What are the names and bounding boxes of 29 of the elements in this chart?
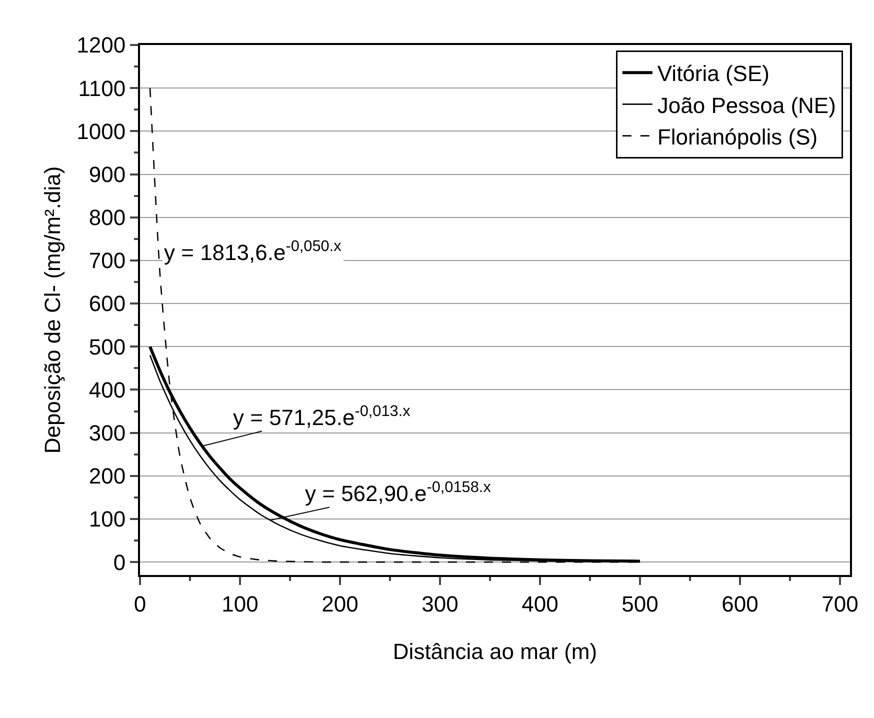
x-tick-label: 500 xyxy=(622,591,658,616)
y-axis-title: Deposição de Cl- (mg/m².dia) xyxy=(40,166,65,454)
y-tick-label: 800 xyxy=(88,205,126,230)
y-tick-label: 500 xyxy=(88,334,126,360)
y-tick-label: 1100 xyxy=(78,76,126,101)
y-tick-label: 300 xyxy=(88,420,126,446)
y-tick-label: 400 xyxy=(88,377,126,402)
x-tick-label: 600 xyxy=(722,591,758,616)
y-tick-label: 1000 xyxy=(76,118,126,144)
legend-label: Vitória (SE) xyxy=(657,61,770,86)
annotation: y = 571,25.e$^{-0,013.x}$ xyxy=(233,403,411,430)
y-tick-label: 0 xyxy=(113,550,126,575)
legend-label: João Pessoa (NE) xyxy=(657,92,836,118)
y-tick-label: 200 xyxy=(88,464,126,489)
y-tick-label: 700 xyxy=(88,248,126,274)
x-tick-label: 300 xyxy=(422,591,458,616)
annotation: y = 1813,6.e$^{-0,050.x}$ xyxy=(164,238,342,266)
annotation: y = 562,90.e$^{-0,0158.x}$ xyxy=(305,479,492,506)
y-tick-label: 100 xyxy=(88,506,126,532)
y-tick-label: 900 xyxy=(88,162,126,187)
x-tick-label: 0 xyxy=(134,591,146,616)
y-tick-label: 600 xyxy=(88,291,126,316)
y-tick-label: 1200 xyxy=(76,32,126,58)
x-axis-title: Distância ao mar (m) xyxy=(392,638,598,664)
legend-label: Florianópolis (S) xyxy=(657,124,818,150)
x-tick-label: 200 xyxy=(322,591,358,616)
x-tick-label: 400 xyxy=(522,591,558,616)
x-tick-label: 100 xyxy=(222,591,258,616)
x-tick-label: 700 xyxy=(822,591,858,616)
